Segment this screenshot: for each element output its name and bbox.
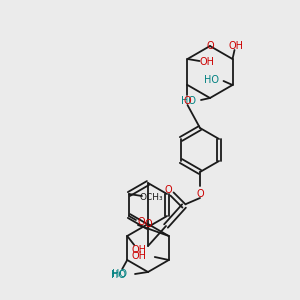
Text: OH: OH bbox=[132, 251, 147, 261]
Text: OH: OH bbox=[228, 41, 243, 51]
Text: OH: OH bbox=[200, 57, 215, 67]
Text: HO: HO bbox=[111, 270, 126, 280]
Text: HO: HO bbox=[203, 75, 218, 85]
Text: O: O bbox=[164, 185, 172, 195]
Text: O: O bbox=[137, 217, 145, 227]
Text: OH: OH bbox=[132, 245, 147, 255]
Text: O: O bbox=[144, 219, 152, 229]
Text: O: O bbox=[206, 41, 214, 51]
Text: HO: HO bbox=[112, 269, 127, 279]
Text: HO: HO bbox=[181, 96, 196, 106]
Text: OCH₃: OCH₃ bbox=[139, 193, 163, 202]
Text: O: O bbox=[196, 189, 204, 199]
Text: O: O bbox=[184, 96, 191, 106]
